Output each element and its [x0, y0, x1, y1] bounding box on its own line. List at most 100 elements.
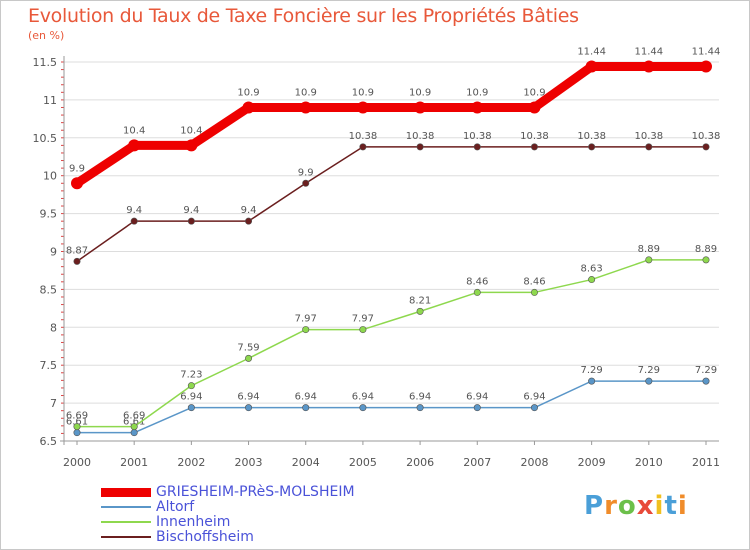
data-label: 10.9: [409, 87, 431, 98]
y-tick-label: 10: [43, 170, 57, 183]
data-label: 10.9: [523, 87, 545, 98]
data-point: [187, 404, 195, 412]
data-point: [356, 101, 369, 114]
y-tick-label: 11: [43, 94, 57, 107]
data-point: [530, 404, 538, 412]
logo-letter: t: [664, 491, 678, 521]
data-label: 6.94: [180, 392, 202, 403]
data-label: 11.44: [577, 47, 606, 58]
data-label: 8.87: [66, 245, 88, 256]
data-point: [645, 377, 653, 385]
data-label: 6.94: [409, 392, 431, 403]
data-point: [473, 143, 481, 151]
data-point: [359, 404, 367, 412]
y-tick-label: 7: [50, 397, 57, 410]
series-line: [76, 146, 707, 263]
y-tick-label: 7.5: [40, 359, 58, 372]
data-label: 10.9: [237, 87, 259, 98]
logo-letter: o: [617, 491, 637, 521]
data-point: [242, 101, 255, 114]
data-label: 10.4: [180, 125, 202, 136]
data-point: [645, 143, 653, 151]
data-point: [642, 60, 655, 73]
data-label: 10.38: [692, 131, 721, 142]
data-point: [302, 326, 310, 334]
data-label: 7.23: [180, 370, 202, 381]
data-point: [245, 354, 253, 362]
x-tick-label: 2001: [120, 456, 148, 469]
chart-title: Evolution du Taux de Taxe Foncière sur l…: [28, 5, 579, 27]
data-label: 10.38: [349, 131, 378, 142]
data-point: [187, 382, 195, 390]
legend-label: GRIESHEIM-PRèS-MOLSHEIM: [156, 484, 355, 500]
data-label: 6.94: [352, 392, 374, 403]
y-unit-label: (en %): [28, 29, 65, 42]
data-point: [416, 404, 424, 412]
y-tick-label: 9.5: [40, 208, 58, 221]
data-point: [359, 326, 367, 334]
legend-swatch: [101, 536, 151, 538]
data-point: [185, 139, 198, 152]
data-point: [700, 60, 712, 73]
legend-label: Innenheim: [156, 514, 231, 530]
data-point: [530, 143, 538, 151]
data-point: [530, 288, 538, 296]
data-point: [302, 404, 310, 412]
y-tick-label: 6.5: [40, 435, 58, 448]
legend-swatch: [101, 506, 151, 508]
data-label: 6.69: [66, 411, 88, 422]
data-point: [645, 256, 653, 264]
series-line: [72, 62, 711, 188]
data-label: 7.97: [352, 314, 374, 325]
data-point: [245, 404, 253, 412]
data-point: [130, 217, 138, 225]
data-label: 6.94: [466, 392, 488, 403]
data-point: [128, 139, 141, 152]
data-point: [245, 217, 253, 225]
data-point: [302, 179, 310, 187]
data-label: 6.94: [295, 392, 317, 403]
data-point: [702, 143, 710, 151]
data-label: 11.44: [634, 47, 663, 58]
logo-letter: r: [604, 491, 618, 521]
data-point: [414, 101, 427, 114]
logo-letter: i: [654, 491, 665, 521]
data-point: [416, 307, 424, 315]
data-label: 6.61: [123, 417, 145, 428]
legend-swatch: [101, 521, 151, 523]
x-tick-label: 2008: [520, 456, 548, 469]
x-tick-label: 2007: [463, 456, 491, 469]
data-point: [702, 256, 710, 264]
data-label: 10.9: [352, 87, 374, 98]
x-tick-label: 2005: [349, 456, 377, 469]
logo-letter: i: [677, 491, 688, 521]
data-point: [588, 377, 596, 385]
y-tick-label: 9: [50, 246, 57, 259]
x-tick-label: 2004: [292, 456, 320, 469]
data-label: 10.9: [466, 87, 488, 98]
legend-swatch: [101, 488, 151, 497]
data-label: 8.21: [409, 295, 431, 306]
data-label: 7.29: [581, 365, 603, 376]
y-tick-label: 8.5: [40, 283, 58, 296]
data-point: [702, 377, 710, 385]
data-label: 6.69: [123, 411, 145, 422]
data-label: 8.46: [466, 276, 488, 287]
data-label: 8.89: [638, 244, 660, 255]
logo-letter: x: [636, 491, 655, 521]
data-point: [585, 60, 598, 73]
data-point: [473, 404, 481, 412]
x-tick-label: 2009: [578, 456, 606, 469]
data-point: [588, 143, 596, 151]
data-point: [359, 143, 367, 151]
x-tick-label: 2000: [63, 456, 91, 469]
data-point: [71, 177, 83, 190]
y-tick-label: 10.5: [33, 132, 58, 145]
data-label: 9.4: [183, 205, 199, 216]
data-label: 10.38: [406, 131, 435, 142]
y-tick-label: 11.5: [33, 56, 58, 69]
data-label: 8.63: [581, 264, 603, 275]
data-label: 10.9: [295, 87, 317, 98]
data-point: [471, 101, 484, 114]
